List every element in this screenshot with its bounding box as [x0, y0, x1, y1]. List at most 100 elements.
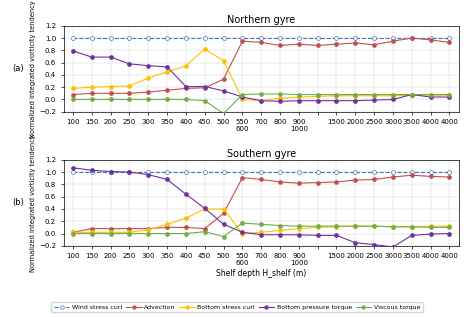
Bottom pressure torque — [258, 233, 264, 237]
Bottom stress curl — [221, 207, 227, 211]
Wind stress curl — [221, 170, 227, 174]
Line: Wind stress curl: Wind stress curl — [71, 36, 451, 40]
Text: (b): (b) — [12, 198, 24, 207]
Advection — [89, 227, 95, 230]
Viscous torque — [239, 93, 245, 96]
Bottom stress curl — [108, 230, 113, 234]
Viscous torque — [315, 224, 320, 228]
Wind stress curl — [221, 36, 227, 40]
Wind stress curl — [127, 36, 132, 40]
Advection — [353, 178, 358, 182]
Viscous torque — [353, 93, 358, 96]
Bottom pressure torque — [239, 230, 245, 234]
Viscous torque — [221, 235, 227, 238]
Viscous torque — [428, 225, 433, 229]
Viscous torque — [108, 232, 113, 236]
Advection — [89, 91, 95, 95]
Bottom stress curl — [164, 70, 170, 74]
Viscous torque — [277, 223, 283, 227]
Wind stress curl — [334, 170, 339, 174]
Viscous torque — [183, 98, 189, 101]
Bottom stress curl — [127, 84, 132, 88]
Wind stress curl — [164, 36, 170, 40]
Bottom stress curl — [409, 225, 415, 229]
Bottom pressure torque — [258, 99, 264, 103]
Wind stress curl — [146, 36, 151, 40]
Bottom pressure torque — [371, 243, 377, 247]
Line: Viscous torque: Viscous torque — [71, 92, 451, 115]
Wind stress curl — [334, 36, 339, 40]
Viscous torque — [183, 232, 189, 236]
Viscous torque — [164, 98, 170, 101]
Wind stress curl — [258, 170, 264, 174]
Advection — [202, 227, 208, 230]
Advection — [409, 36, 415, 40]
Viscous torque — [258, 223, 264, 226]
Advection — [428, 38, 433, 42]
Viscous torque — [202, 99, 208, 103]
Viscous torque — [146, 232, 151, 236]
Wind stress curl — [428, 36, 433, 40]
Advection — [315, 43, 320, 47]
Bottom pressure torque — [315, 99, 320, 103]
Title: Southern gyre: Southern gyre — [227, 149, 296, 159]
Advection — [447, 41, 452, 44]
Bottom pressure torque — [127, 170, 132, 174]
Viscous torque — [202, 230, 208, 234]
Viscous torque — [221, 112, 227, 115]
Advection — [108, 91, 113, 95]
Bottom pressure torque — [70, 49, 76, 53]
Bottom pressure torque — [146, 173, 151, 177]
Y-axis label: Normalized integrated vorticity tendency: Normalized integrated vorticity tendency — [30, 134, 36, 272]
X-axis label: Shelf depth H_shelf (m): Shelf depth H_shelf (m) — [216, 269, 306, 278]
Bottom pressure torque — [296, 233, 301, 237]
Advection — [164, 225, 170, 229]
Bottom stress curl — [146, 228, 151, 232]
Bottom pressure torque — [428, 232, 433, 236]
Viscous torque — [315, 93, 320, 96]
Wind stress curl — [447, 170, 452, 174]
Wind stress curl — [353, 170, 358, 174]
Bottom pressure torque — [447, 95, 452, 99]
Bottom stress curl — [89, 85, 95, 89]
Advection — [164, 88, 170, 92]
Bottom stress curl — [239, 232, 245, 236]
Advection — [447, 175, 452, 179]
Bottom stress curl — [428, 224, 433, 228]
Advection — [183, 87, 189, 90]
Text: (a): (a) — [12, 64, 24, 73]
Bottom pressure torque — [221, 89, 227, 93]
Wind stress curl — [202, 170, 208, 174]
Bottom pressure torque — [353, 241, 358, 245]
Viscous torque — [409, 93, 415, 96]
Wind stress curl — [89, 170, 95, 174]
Advection — [371, 43, 377, 47]
Bottom stress curl — [258, 99, 264, 103]
Bottom pressure torque — [409, 93, 415, 96]
Advection — [371, 178, 377, 181]
Viscous torque — [390, 93, 396, 96]
Advection — [296, 42, 301, 46]
Bottom pressure torque — [315, 233, 320, 237]
Bottom pressure torque — [183, 85, 189, 88]
Wind stress curl — [390, 36, 396, 40]
Advection — [146, 227, 151, 230]
Viscous torque — [258, 92, 264, 96]
Advection — [277, 43, 283, 47]
Wind stress curl — [146, 170, 151, 174]
Wind stress curl — [428, 170, 433, 174]
Wind stress curl — [183, 36, 189, 40]
Viscous torque — [334, 93, 339, 96]
Bottom pressure torque — [428, 95, 433, 99]
Bottom stress curl — [183, 64, 189, 68]
Bottom pressure torque — [334, 233, 339, 237]
Viscous torque — [409, 225, 415, 229]
Wind stress curl — [202, 36, 208, 40]
Bottom pressure torque — [296, 99, 301, 103]
Wind stress curl — [447, 36, 452, 40]
Advection — [428, 175, 433, 178]
Line: Wind stress curl: Wind stress curl — [71, 170, 451, 174]
Advection — [70, 230, 76, 234]
Bottom stress curl — [315, 94, 320, 98]
Bottom stress curl — [70, 230, 76, 234]
